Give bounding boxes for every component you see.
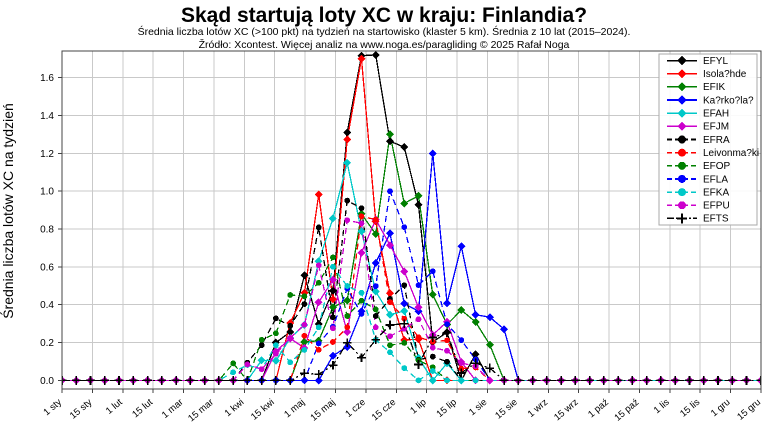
svg-text:15 maj: 15 maj: [309, 397, 338, 424]
svg-text:0.4: 0.4: [40, 300, 54, 311]
svg-text:1 paź: 1 paź: [586, 397, 611, 421]
svg-text:1 kwi: 1 kwi: [223, 397, 247, 419]
svg-text:1.0: 1.0: [40, 187, 54, 198]
svg-text:EFKA: EFKA: [703, 187, 729, 198]
svg-text:EFOP: EFOP: [703, 161, 731, 172]
svg-text:EFRA: EFRA: [703, 135, 730, 146]
svg-text:EFYL: EFYL: [703, 56, 728, 67]
svg-text:1.2: 1.2: [40, 149, 54, 160]
svg-text:Leivonma?ki: Leivonma?ki: [703, 148, 759, 159]
svg-text:15 lip: 15 lip: [435, 397, 459, 420]
svg-text:0.6: 0.6: [40, 262, 54, 273]
svg-text:15 lut: 15 lut: [130, 397, 155, 421]
svg-text:15 wrz: 15 wrz: [552, 397, 581, 424]
svg-text:1 cze: 1 cze: [343, 397, 367, 420]
svg-text:1.4: 1.4: [40, 111, 54, 122]
svg-text:15 kwi: 15 kwi: [249, 397, 277, 423]
svg-text:EFJM: EFJM: [703, 122, 729, 133]
svg-text:15 sty: 15 sty: [68, 397, 95, 422]
svg-text:0.8: 0.8: [40, 225, 54, 236]
svg-text:1 mar: 1 mar: [160, 397, 186, 421]
svg-text:EFTS: EFTS: [703, 214, 729, 225]
svg-text:15 mar: 15 mar: [186, 397, 216, 424]
svg-text:EFIK: EFIK: [703, 82, 726, 93]
svg-text:1 maj: 1 maj: [282, 397, 307, 420]
svg-text:EFLA: EFLA: [703, 174, 728, 185]
svg-text:1 sie: 1 sie: [467, 397, 489, 418]
svg-text:1.6: 1.6: [40, 73, 54, 84]
svg-text:0.0: 0.0: [40, 376, 54, 387]
svg-text:Isola?hde: Isola?hde: [703, 69, 747, 80]
svg-text:EFPU: EFPU: [703, 201, 730, 212]
svg-text:1 sty: 1 sty: [41, 397, 64, 418]
svg-text:0.2: 0.2: [40, 338, 54, 349]
svg-text:1 lut: 1 lut: [104, 397, 125, 417]
svg-text:Ka?rko?la?: Ka?rko?la?: [703, 95, 754, 106]
svg-text:1 lip: 1 lip: [408, 397, 428, 417]
svg-text:1 wrz: 1 wrz: [526, 397, 551, 420]
svg-text:1 gru: 1 gru: [709, 397, 733, 419]
svg-text:15 cze: 15 cze: [370, 397, 399, 423]
svg-text:15 gru: 15 gru: [735, 397, 763, 423]
svg-text:15 paź: 15 paź: [612, 397, 641, 424]
svg-text:EFAH: EFAH: [703, 108, 729, 119]
svg-text:15 sie: 15 sie: [493, 397, 519, 422]
svg-text:15 lis: 15 lis: [678, 397, 702, 420]
svg-text:1 lis: 1 lis: [652, 397, 672, 416]
